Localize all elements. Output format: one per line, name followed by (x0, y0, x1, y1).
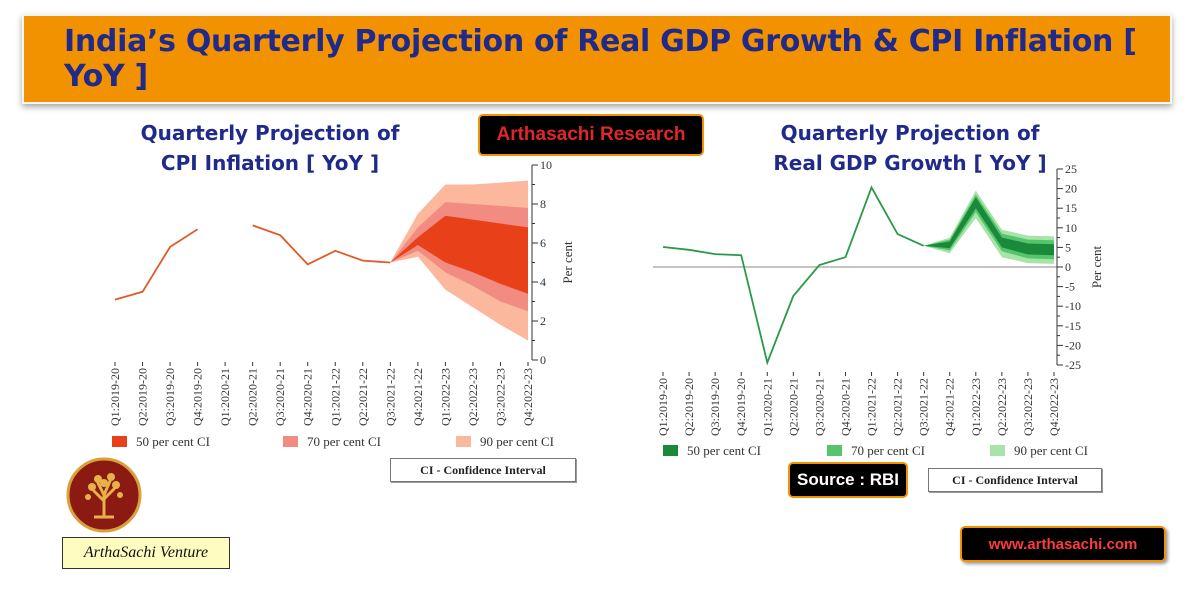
website-link[interactable]: www.arthasachi.com (960, 526, 1166, 562)
cpi-x-tick-label: Q3:2021-22 (383, 368, 397, 426)
cpi-ci-note: CI - Confidence Interval (390, 458, 576, 482)
cpi-x-tick-label: Q3:2022-23 (493, 368, 507, 426)
gdp-chart-title: Quarterly Projection of Real GDP Growth … (760, 118, 1060, 178)
cpi-x-tick-label: Q1:2020-21 (218, 368, 232, 426)
gdp-y-tick-label: -20 (1065, 338, 1081, 352)
gdp-y-tick-label: 10 (1065, 221, 1077, 235)
gdp-y-tick-label: 15 (1065, 201, 1077, 215)
gdp-x-tick-label: Q3:2020-21 (812, 378, 826, 436)
gdp-y-tick-label: -15 (1065, 319, 1081, 333)
website-link-label[interactable]: www.arthasachi.com (988, 535, 1138, 553)
cpi-x-tick-label: Q4:2021-22 (411, 368, 425, 426)
gdp-x-tick-label: Q4:2022-23 (1047, 378, 1061, 436)
gdp-legend-swatch (990, 445, 1005, 456)
cpi-x-tick-label: Q4:2020-21 (301, 368, 315, 426)
cpi-fan-ci50 (390, 215, 528, 294)
gdp-legend-swatch (827, 445, 842, 456)
cpi-legend-label: 90 per cent CI (480, 434, 554, 449)
gdp-ci-note: CI - Confidence Interval (928, 468, 1102, 492)
gdp-x-tick-label: Q4:2021-22 (943, 378, 957, 436)
cpi-x-tick-label: Q1:2019-20 (108, 368, 122, 426)
cpi-x-tick-label: Q1:2022-23 (438, 368, 452, 426)
gdp-legend-label: 90 per cent CI (1014, 443, 1088, 458)
gdp-legend-swatch (663, 445, 678, 456)
venture-logo-icon (66, 457, 142, 533)
cpi-x-tick-label: Q1:2021-22 (328, 368, 342, 426)
cpi-x-tick-label: Q2:2020-21 (246, 368, 260, 426)
venture-badge-label: ArthaSachi Venture (83, 544, 209, 561)
gdp-title-line1: Quarterly Projection of (780, 121, 1040, 145)
gdp-y-tick-label: -25 (1065, 358, 1081, 372)
gdp-y-tick-label: -10 (1065, 299, 1081, 313)
cpi-title-line1: Quarterly Projection of (140, 121, 400, 145)
cpi-y-tick-label: 4 (540, 275, 546, 289)
gdp-y-tick-label: 5 (1065, 240, 1071, 254)
cpi-legend-swatch (456, 436, 471, 447)
cpi-x-tick-label: Q3:2020-21 (273, 368, 287, 426)
gdp-legend-label: 50 per cent CI (687, 443, 761, 458)
gdp-x-tick-label: Q3:2021-22 (917, 378, 931, 436)
cpi-y-tick-label: 0 (540, 353, 546, 367)
cpi-chart-title: Quarterly Projection of CPI Inflation [ … (130, 118, 410, 178)
gdp-x-tick-label: Q2:2022-23 (995, 378, 1009, 436)
cpi-series-line-0 (114, 228, 199, 301)
cpi-y-axis-label: Per cent (560, 241, 575, 284)
cpi-legend-swatch (112, 436, 127, 447)
gdp-ci-note-label: CI - Confidence Interval (952, 472, 1078, 487)
cpi-x-tick-label: Q2:2019-20 (136, 368, 150, 426)
cpi-chart: 0 2 4 6 8 10 Per cent Q1:2019-20 Q2:2019-20 Q3:20… (108, 158, 575, 449)
research-badge: Arthasachi Research (478, 114, 704, 156)
source-badge: Source : RBI (788, 462, 908, 498)
cpi-y-tick-label: 6 (540, 236, 546, 250)
gdp-x-tick-label: Q4:2019-20 (734, 378, 748, 436)
gdp-chart: -25 -20 -15 -10 -5 0 5 10 15 20 25 Per cent Q1:2019-… (653, 162, 1104, 458)
cpi-series-line-1 (252, 224, 391, 266)
cpi-title-line2: CPI Inflation [ YoY ] (160, 151, 380, 175)
gdp-x-tick-label: Q2:2019-20 (682, 378, 696, 436)
venture-badge: ArthaSachi Venture (62, 537, 230, 569)
cpi-x-tick-label: Q4:2019-20 (191, 368, 205, 426)
gdp-x-tick-label: Q1:2021-22 (865, 378, 879, 436)
gdp-x-tick-label: Q2:2020-21 (786, 378, 800, 436)
gdp-title-line2: Real GDP Growth [ YoY ] (773, 151, 1047, 175)
cpi-y-tick-label: 2 (540, 314, 546, 328)
gdp-y-axis-label: Per cent (1089, 245, 1104, 288)
source-badge-label: Source : RBI (796, 470, 900, 489)
research-badge-label: Arthasachi Research (496, 124, 686, 145)
gdp-y-tick-label: 25 (1065, 162, 1077, 176)
cpi-x-tick-label: Q4:2022-23 (521, 368, 535, 426)
cpi-ci-note-label: CI - Confidence Interval (420, 462, 546, 477)
header-banner: India’s Quarterly Projection of Real GDP… (22, 14, 1172, 104)
gdp-y-tick-label: 20 (1065, 182, 1077, 196)
gdp-legend-label: 70 per cent CI (851, 443, 925, 458)
gdp-x-tick-label: Q1:2022-23 (969, 378, 983, 436)
cpi-x-tick-label: Q2:2021-22 (356, 368, 370, 426)
gdp-series-line-0 (662, 185, 925, 366)
gdp-x-tick-label: Q4:2020-21 (838, 378, 852, 436)
cpi-y-tick-label: 10 (540, 158, 552, 172)
gdp-y-tick-label: 0 (1065, 260, 1071, 274)
gdp-x-tick-label: Q3:2019-20 (708, 378, 722, 436)
cpi-x-tick-label: Q2:2022-23 (466, 368, 480, 426)
gdp-x-tick-label: Q2:2021-22 (891, 378, 905, 436)
page-title: India’s Quarterly Projection of Real GDP… (64, 24, 1137, 94)
cpi-x-tick-label: Q3:2019-20 (163, 368, 177, 426)
cpi-legend-swatch (283, 436, 298, 447)
cpi-legend-label: 70 per cent CI (307, 434, 381, 449)
gdp-y-tick-label: -5 (1065, 280, 1075, 294)
gdp-x-tick-label: Q3:2022-23 (1021, 378, 1035, 436)
cpi-legend-label: 50 per cent CI (136, 434, 210, 449)
gdp-fan-ci50 (923, 197, 1054, 256)
gdp-x-tick-label: Q1:2019-20 (656, 378, 670, 436)
cpi-y-tick-label: 8 (540, 197, 546, 211)
gdp-x-tick-label: Q1:2020-21 (760, 378, 774, 436)
